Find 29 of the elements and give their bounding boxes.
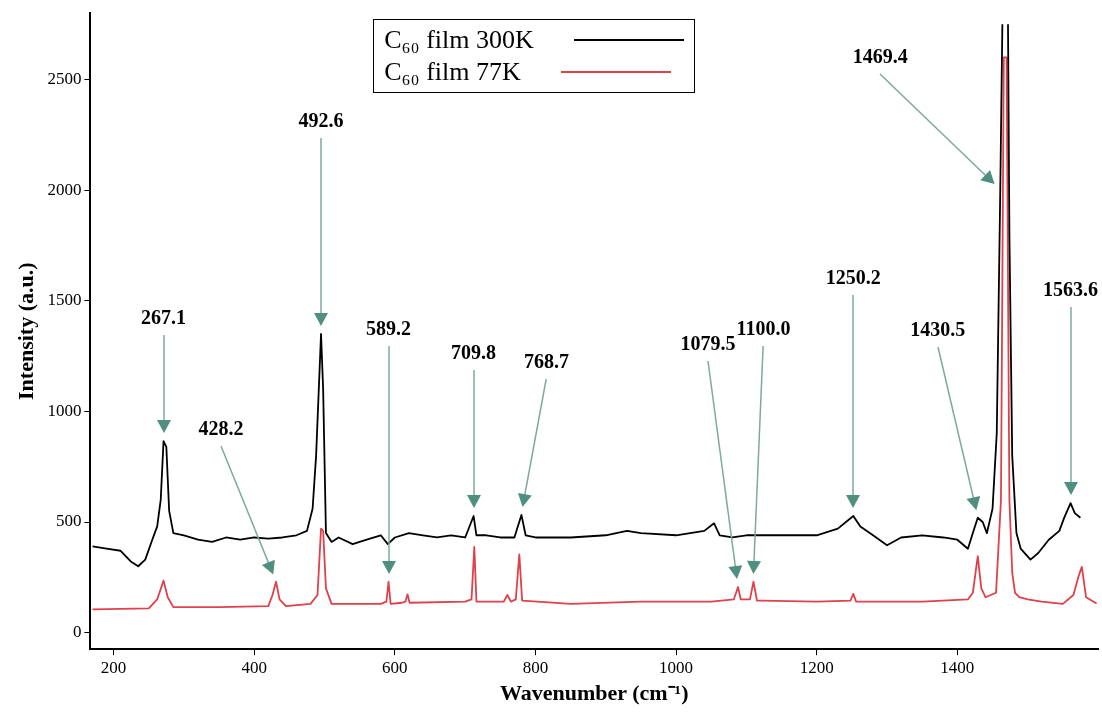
annotation: 492.6 <box>298 109 344 132</box>
legend-label: C₆₀ film 77K <box>384 57 521 88</box>
annotation: 1250.2 <box>825 266 881 289</box>
x-tick-label: 800 <box>522 657 549 677</box>
x-axis-title: Wavenumber (cm⁻¹) <box>499 680 689 706</box>
x-tick-label: 200 <box>100 657 127 677</box>
y-axis-title: Intensity (a.u.) <box>12 262 38 400</box>
annotation: 1563.6 <box>1043 278 1099 301</box>
annotation: 1100.0 <box>736 316 791 339</box>
y-tick-label: 2000 <box>47 179 82 199</box>
y-tick-label: 0 <box>72 622 82 642</box>
y-tick-label: 1000 <box>47 400 82 420</box>
x-tick-label: 1000 <box>659 657 694 677</box>
y-tick-label: 2500 <box>47 69 82 89</box>
annotation: 768.7 <box>523 350 569 373</box>
annotation: 1430.5 <box>910 317 966 340</box>
y-tick-label: 500 <box>55 511 82 531</box>
annotation: 428.2 <box>198 416 244 439</box>
x-tick-label: 1400 <box>940 657 975 677</box>
annotation: 1079.5 <box>680 332 736 355</box>
annotation: 267.1 <box>141 306 187 329</box>
x-tick-label: 600 <box>382 657 408 677</box>
legend-label: C₆₀ film 300K <box>384 25 534 56</box>
y-tick-label: 1500 <box>47 290 82 310</box>
annotation: 709.8 <box>451 341 497 364</box>
x-tick-label: 400 <box>241 657 267 677</box>
annotation: 589.2 <box>366 316 412 339</box>
x-tick-label: 1200 <box>799 657 834 677</box>
annotation: 1469.4 <box>852 45 908 68</box>
